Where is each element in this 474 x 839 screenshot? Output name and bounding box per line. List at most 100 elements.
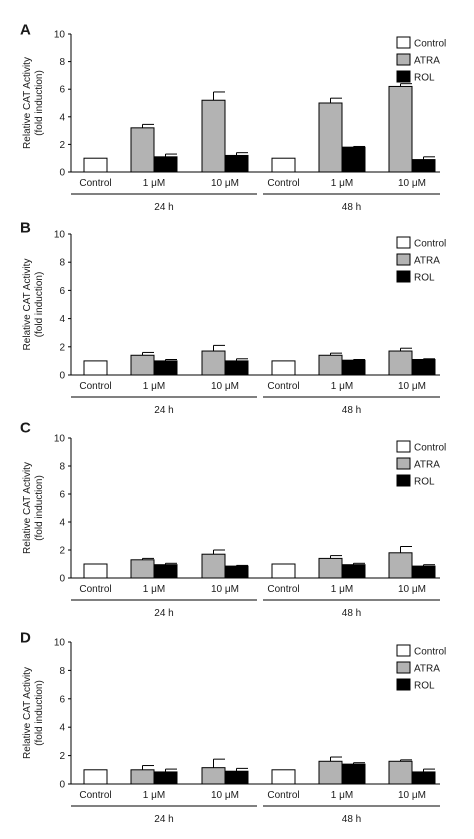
y-tick-label: 2: [59, 342, 65, 353]
time-label: 24 h: [154, 405, 173, 416]
time-label: 48 h: [342, 405, 361, 416]
y-tick-label: 6: [59, 286, 65, 297]
y-tick-label: 0: [59, 168, 65, 179]
bar-atra: [388, 552, 413, 579]
legend-label-rol: ROL: [414, 273, 435, 284]
category-label: 1 μM: [143, 790, 165, 801]
bar-rol: [153, 564, 178, 579]
panel-label: B: [20, 219, 31, 236]
y-tick-label: 10: [54, 434, 66, 445]
y-tick-label: 8: [59, 666, 65, 677]
legend-label-control: Control: [414, 239, 446, 250]
y-tick-label: 10: [54, 638, 66, 649]
bar-atra: [201, 99, 226, 173]
y-tick-label: 4: [59, 518, 65, 529]
category-label: 10 μM: [211, 584, 239, 595]
category-label: 1 μM: [331, 381, 353, 392]
y-tick-label: 10: [54, 230, 66, 241]
category-label: 1 μM: [143, 584, 165, 595]
category-label: Control: [79, 790, 111, 801]
category-label: 10 μM: [398, 381, 426, 392]
bar-atra: [318, 354, 343, 376]
category-label: 10 μM: [398, 790, 426, 801]
bar-rol: [224, 360, 249, 376]
legend-swatch-control: [396, 236, 411, 249]
y-tick-label: 6: [59, 694, 65, 705]
bar-control: [271, 360, 296, 376]
category-label: Control: [267, 584, 299, 595]
y-tick-label: 2: [59, 140, 65, 151]
chart-panel-c: C Relative CAT Activity (fold induction) 0 2…: [20, 419, 446, 619]
bar-atra: [318, 760, 343, 785]
legend-label-atra: ATRA: [414, 664, 440, 675]
bar-rol: [341, 146, 366, 173]
y-tick-label: 4: [59, 314, 65, 325]
category-label: Control: [267, 790, 299, 801]
category-label: 10 μM: [211, 790, 239, 801]
bar-control: [83, 360, 108, 376]
y-tick-label: 2: [59, 546, 65, 557]
bar-rol: [411, 771, 436, 785]
legend-label-rol: ROL: [414, 681, 435, 692]
panel-label: C: [20, 419, 31, 436]
bar-rol: [341, 359, 366, 376]
legend-swatch-rol: [396, 270, 411, 283]
category-label: 1 μM: [143, 178, 165, 189]
category-label: 1 μM: [143, 381, 165, 392]
legend-swatch-atra: [396, 457, 411, 470]
legend-swatch-control: [396, 36, 411, 49]
legend-label-control: Control: [414, 647, 446, 658]
chart-panel-b: B Relative CAT Activity (fold induction) 0 2…: [20, 219, 446, 416]
y-axis-label: Relative CAT Activity: [22, 462, 33, 554]
bar-atra: [388, 85, 413, 173]
category-label: 10 μM: [398, 178, 426, 189]
bar-rol: [411, 358, 436, 376]
category-label: 1 μM: [331, 178, 353, 189]
y-tick-label: 8: [59, 462, 65, 473]
category-label: 10 μM: [211, 381, 239, 392]
bar-rol: [224, 770, 249, 785]
y-tick-label: 6: [59, 490, 65, 501]
bar-atra: [130, 354, 155, 376]
legend-label-rol: ROL: [414, 477, 435, 488]
y-axis-sublabel: (fold induction): [34, 272, 45, 338]
bar-atra: [130, 127, 155, 173]
category-label: 10 μM: [398, 584, 426, 595]
bar-atra: [201, 767, 226, 785]
bar-rol: [411, 159, 436, 173]
y-tick-label: 0: [59, 574, 65, 585]
y-axis-sublabel: (fold induction): [34, 475, 45, 541]
legend-swatch-control: [396, 440, 411, 453]
bar-atra: [130, 559, 155, 579]
chart-panel-a: A Relative CAT Activity (fold induction) 0 2…: [20, 21, 446, 213]
y-tick-label: 4: [59, 723, 65, 734]
legend-swatch-control: [396, 644, 411, 657]
y-tick-label: 0: [59, 371, 65, 382]
panel-label: A: [20, 21, 31, 38]
bar-control: [83, 563, 108, 579]
time-label: 48 h: [342, 814, 361, 825]
bar-control: [271, 563, 296, 579]
bar-rol: [341, 564, 366, 579]
category-label: 1 μM: [331, 584, 353, 595]
bar-rol: [224, 565, 249, 579]
y-axis-sublabel: (fold induction): [34, 680, 45, 746]
legend-swatch-atra: [396, 253, 411, 266]
category-label: Control: [79, 178, 111, 189]
legend-swatch-atra: [396, 53, 411, 66]
y-tick-label: 10: [54, 30, 66, 41]
time-label: 48 h: [342, 202, 361, 213]
legend-label-control: Control: [414, 443, 446, 454]
y-tick-label: 8: [59, 258, 65, 269]
legend-label-atra: ATRA: [414, 56, 440, 67]
category-label: Control: [79, 584, 111, 595]
bar-atra: [388, 350, 413, 376]
bar-atra: [201, 553, 226, 579]
bar-control: [83, 157, 108, 173]
bar-control: [271, 157, 296, 173]
y-axis-label: Relative CAT Activity: [22, 57, 33, 149]
category-label: Control: [79, 381, 111, 392]
bar-rol: [153, 360, 178, 376]
chart-panel-d: D Relative CAT Activity (fold induction) 0 2…: [20, 629, 446, 825]
